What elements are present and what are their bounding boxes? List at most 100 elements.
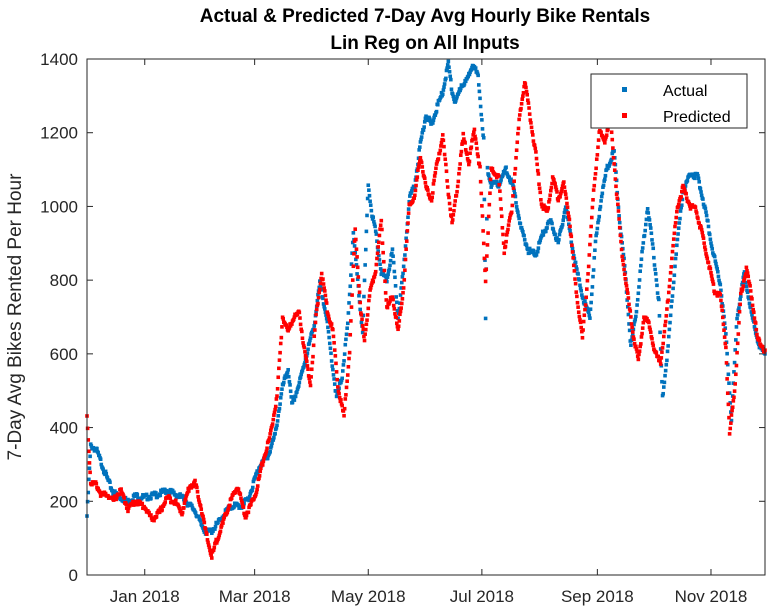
data-point (729, 418, 734, 423)
data-point (483, 316, 488, 321)
data-point (408, 194, 412, 198)
data-point (479, 112, 484, 117)
data-point (264, 449, 269, 454)
data-point (732, 360, 737, 365)
data-point (665, 358, 669, 363)
data-point (643, 228, 647, 233)
data-point (517, 216, 521, 221)
data-point (554, 187, 559, 192)
data-point (275, 419, 280, 423)
data-point (513, 194, 518, 199)
data-point (706, 224, 711, 229)
data-point (268, 446, 273, 450)
data-point (322, 304, 326, 309)
data-point (590, 285, 595, 289)
data-point (398, 309, 403, 314)
data-point (301, 365, 306, 369)
data-point (635, 297, 640, 302)
data-point (454, 193, 459, 198)
data-point (272, 435, 276, 440)
data-point (738, 291, 743, 296)
data-point (499, 178, 503, 182)
data-point (463, 147, 468, 152)
data-point (478, 164, 482, 169)
data-point (367, 298, 371, 303)
data-point (154, 491, 158, 495)
data-point (157, 510, 162, 515)
data-point (521, 94, 525, 98)
data-point (510, 181, 515, 186)
data-point (284, 323, 289, 328)
data-point (275, 423, 279, 428)
data-point (119, 487, 123, 491)
data-point (265, 456, 270, 461)
data-point (444, 76, 448, 81)
data-point (373, 224, 377, 229)
data-point (396, 316, 400, 321)
data-point (398, 293, 403, 297)
data-point (110, 489, 115, 493)
data-point (113, 494, 117, 498)
data-point (453, 199, 457, 203)
data-point (728, 401, 733, 405)
data-point (345, 379, 349, 384)
data-point (504, 165, 508, 170)
data-point (254, 492, 258, 497)
data-point (571, 256, 575, 260)
data-point (362, 278, 367, 283)
data-point (655, 283, 659, 288)
data-point (627, 302, 631, 307)
data-point (603, 137, 608, 141)
data-point (326, 312, 330, 316)
data-point (342, 352, 347, 356)
data-point (437, 151, 442, 156)
data-point (640, 249, 644, 254)
data-point (413, 193, 417, 198)
data-point (391, 260, 396, 265)
data-point (364, 229, 369, 234)
data-point (392, 307, 397, 311)
data-point (617, 217, 621, 221)
data-point (579, 325, 584, 330)
data-point (676, 226, 681, 230)
data-point (652, 255, 656, 260)
data-point (87, 461, 92, 465)
data-point (321, 296, 325, 301)
data-point (593, 239, 598, 244)
data-point (286, 367, 290, 372)
data-point (135, 493, 140, 497)
data-point (260, 463, 265, 467)
data-point (441, 88, 446, 92)
data-point (707, 265, 712, 269)
data-point (183, 497, 188, 502)
data-point (693, 205, 698, 210)
data-point (699, 193, 704, 198)
data-point (326, 329, 331, 334)
data-point (673, 256, 678, 261)
data-point (207, 545, 212, 550)
data-point (388, 258, 393, 263)
data-point (257, 473, 262, 478)
data-point (450, 218, 455, 222)
data-point (533, 146, 538, 151)
data-point (632, 341, 637, 346)
data-point (315, 298, 320, 303)
data-point (751, 307, 756, 312)
data-point (596, 220, 600, 225)
data-point (524, 85, 528, 90)
data-point (606, 127, 610, 132)
data-point (618, 233, 623, 238)
data-point (658, 362, 663, 366)
data-point (737, 309, 742, 314)
data-point (563, 192, 568, 197)
data-point (724, 345, 728, 350)
data-point (581, 296, 585, 301)
data-point (228, 503, 232, 508)
data-point (282, 380, 286, 385)
data-point (362, 334, 366, 339)
data-point (726, 402, 731, 407)
data-point (225, 510, 230, 515)
data-point (342, 406, 347, 411)
data-point (426, 118, 430, 123)
data-point (701, 202, 706, 207)
